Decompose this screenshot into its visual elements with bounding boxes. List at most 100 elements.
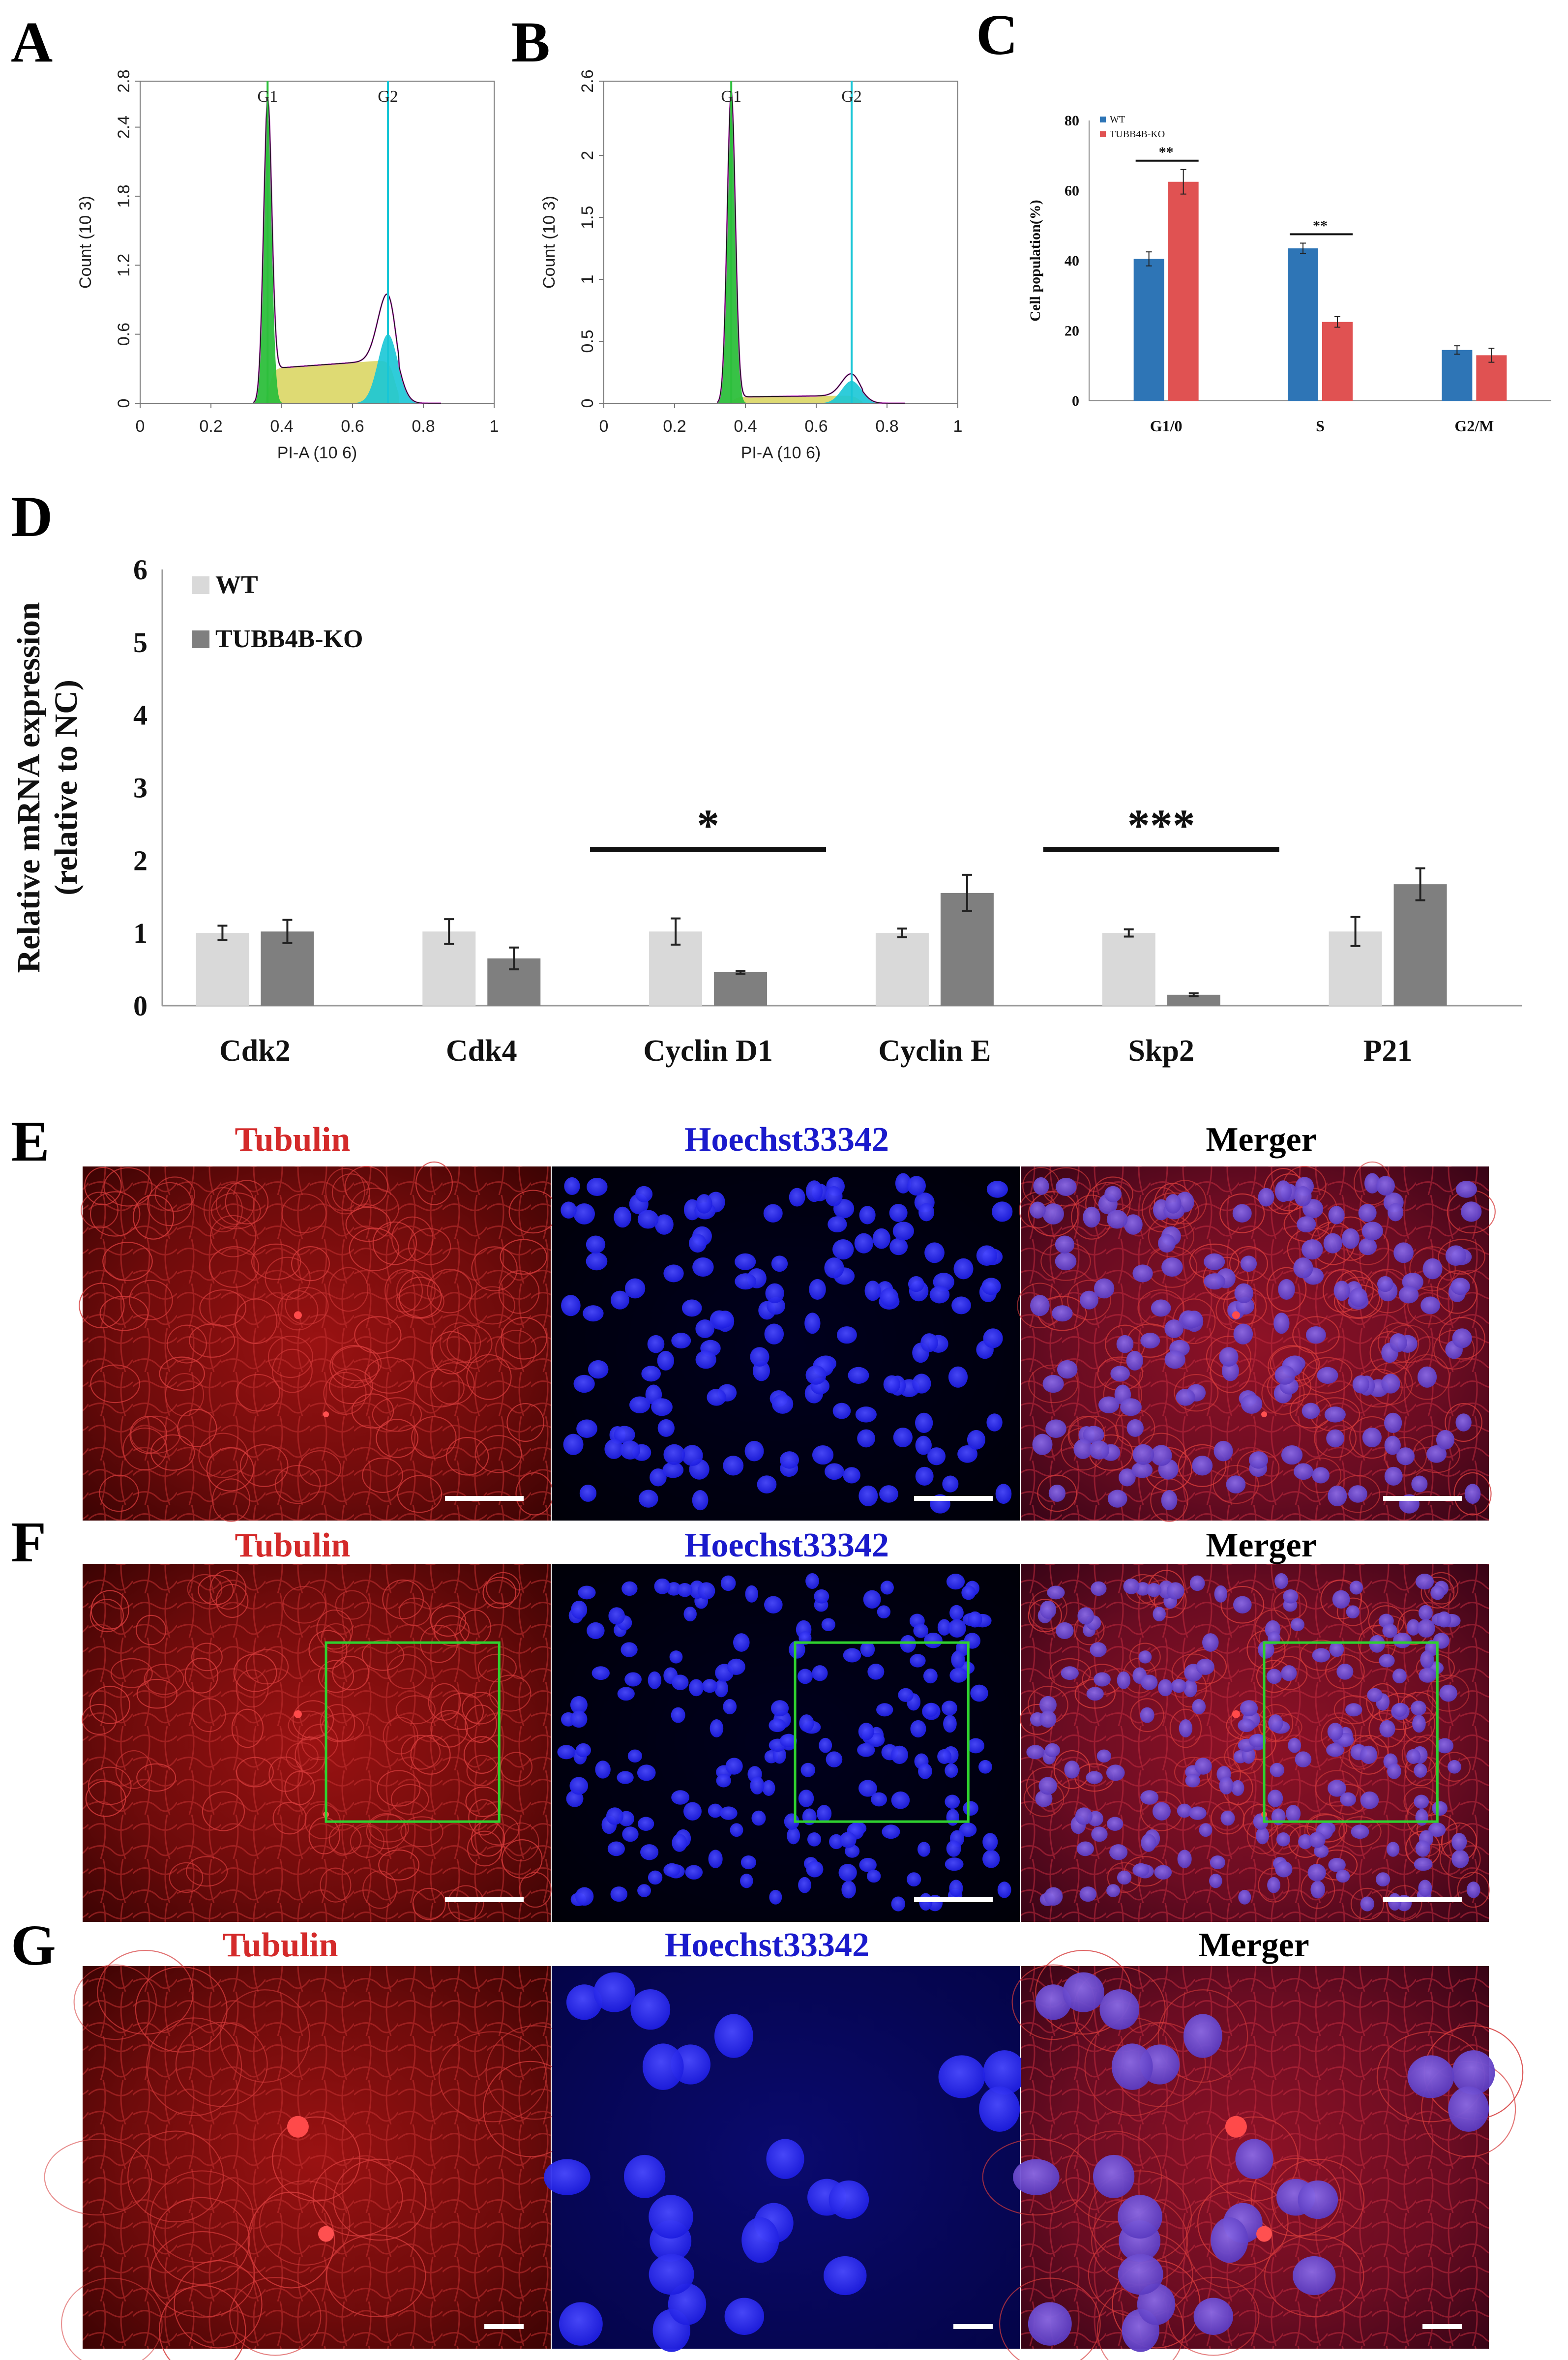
nucleus	[735, 1273, 757, 1290]
cell-outline	[189, 1323, 236, 1358]
nucleus	[951, 1650, 965, 1669]
nucleus	[1362, 1427, 1382, 1448]
cell-outline	[467, 1830, 503, 1867]
nucleus	[1233, 1596, 1252, 1613]
nucleus	[1093, 2154, 1135, 2198]
cell-outline	[474, 1435, 522, 1473]
nucleus	[983, 1328, 1003, 1348]
cell-outline	[268, 1756, 303, 1792]
nucleus	[1451, 1850, 1469, 1868]
cell-outline	[1445, 1403, 1482, 1442]
cell-outline	[420, 1624, 458, 1663]
legend-swatch	[192, 576, 209, 594]
nucleus	[1194, 1758, 1212, 1775]
cell-outline	[153, 2197, 250, 2285]
nucleus	[1267, 1790, 1283, 1807]
cell-outline	[1336, 1597, 1369, 1626]
cell-outline	[1037, 1474, 1077, 1512]
nucleus	[1452, 1328, 1472, 1348]
f-merger-title: Merger	[1206, 1526, 1316, 1564]
nucleus	[592, 1666, 610, 1680]
nucleus	[771, 1255, 788, 1272]
cell-outline	[362, 1457, 404, 1493]
nucleus	[871, 1792, 888, 1807]
nucleus	[986, 1413, 1003, 1432]
nucleus	[733, 1633, 750, 1652]
nucleus	[708, 1803, 723, 1818]
nucleus	[1061, 1666, 1079, 1680]
cell-outline	[501, 1839, 543, 1879]
bright-spot	[287, 2116, 309, 2138]
nucleus	[1419, 1668, 1437, 1683]
nucleus	[1233, 1323, 1253, 1344]
nucleus	[608, 1607, 625, 1625]
bright-spot	[1232, 1710, 1240, 1718]
nucleus	[859, 1206, 876, 1225]
cell-outline	[1250, 2158, 1341, 2237]
cell-outline	[427, 1268, 473, 1314]
nucleus	[575, 1887, 594, 1906]
category-label: Cyclin D1	[643, 1034, 773, 1068]
nucleus	[891, 1896, 906, 1912]
nucleus	[982, 1833, 998, 1851]
bright-spot	[1261, 1411, 1268, 1417]
nucleus	[829, 1834, 844, 1850]
nucleus	[1417, 1366, 1437, 1388]
bar-wt-g1/0	[1133, 259, 1164, 401]
nucleus	[882, 1824, 900, 1839]
raw-histogram	[716, 92, 905, 404]
cell-outline	[332, 1656, 370, 1691]
nucleus	[1360, 1791, 1379, 1809]
nucleus	[1044, 1887, 1063, 1906]
nucleus	[855, 1406, 877, 1423]
nucleus	[1039, 1696, 1057, 1714]
nucleus	[1274, 1365, 1296, 1385]
nucleus	[826, 1751, 843, 1767]
cell-outline	[1338, 1816, 1382, 1848]
nucleus	[867, 1663, 885, 1680]
nucleus	[1297, 1216, 1316, 1233]
nucleus	[1141, 1674, 1158, 1690]
nucleus	[1240, 1700, 1258, 1717]
cell-outline	[245, 1649, 289, 1685]
nucleus	[640, 1844, 659, 1860]
e-tubulin-title: Tubulin	[235, 1121, 351, 1159]
cell-outline	[110, 1658, 153, 1688]
nucleus	[1276, 1832, 1291, 1847]
cell-outline	[90, 1590, 129, 1630]
cell-outline	[328, 1267, 369, 1312]
nucleus	[1241, 1394, 1263, 1414]
nucleus	[857, 1743, 875, 1757]
nucleus	[967, 1430, 986, 1450]
cell-outline	[318, 1660, 355, 1693]
cell-outline	[122, 1427, 167, 1471]
nucleus	[1028, 2302, 1072, 2346]
nucleus	[1176, 1388, 1195, 1406]
nucleus	[662, 1462, 684, 1478]
category-label: G2/M	[1454, 417, 1494, 435]
y-tick-label: 1	[578, 275, 597, 284]
nucleus	[1183, 2014, 1222, 2058]
nucleus	[1326, 1743, 1344, 1757]
nucleus	[819, 1737, 832, 1753]
nucleus	[730, 1823, 743, 1837]
fit-curve	[716, 92, 905, 404]
cell-outline	[498, 1270, 540, 1314]
nucleus	[893, 1427, 913, 1448]
cell-outline	[333, 2158, 427, 2241]
y-tick-label: 2.6	[578, 69, 597, 92]
nucleus	[1396, 1447, 1415, 1465]
bar-wt-cdk2	[196, 933, 249, 1006]
cell-outline	[410, 1735, 451, 1775]
nucleus	[918, 1763, 932, 1779]
nucleus	[1140, 1333, 1160, 1349]
nucleus	[997, 1882, 1011, 1898]
nucleus	[1089, 1440, 1110, 1460]
cell-outline	[1271, 2158, 1365, 2241]
nucleus	[1346, 1605, 1360, 1618]
nucleus	[1038, 1777, 1058, 1795]
nucleus	[937, 1619, 951, 1636]
cell-outline	[136, 1763, 177, 1792]
cell-outline	[344, 1165, 388, 1207]
nucleus	[1436, 1738, 1454, 1754]
